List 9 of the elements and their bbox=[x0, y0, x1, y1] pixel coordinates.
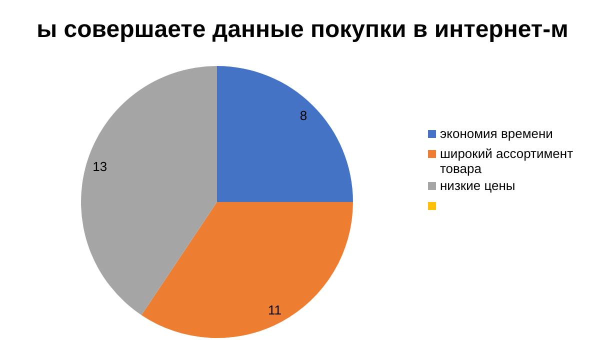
legend-label: низкие цены bbox=[440, 178, 516, 193]
legend-label: экономия времени bbox=[440, 126, 553, 141]
pie-slice bbox=[217, 66, 353, 202]
data-label: 8 bbox=[300, 108, 308, 123]
data-label: 11 bbox=[268, 302, 282, 318]
pie-slice bbox=[141, 202, 353, 338]
pie-slice bbox=[81, 66, 217, 316]
data-label: 13 bbox=[92, 158, 108, 174]
chart-title: ы совершаете данные покупки в интернет-м bbox=[36, 16, 570, 44]
